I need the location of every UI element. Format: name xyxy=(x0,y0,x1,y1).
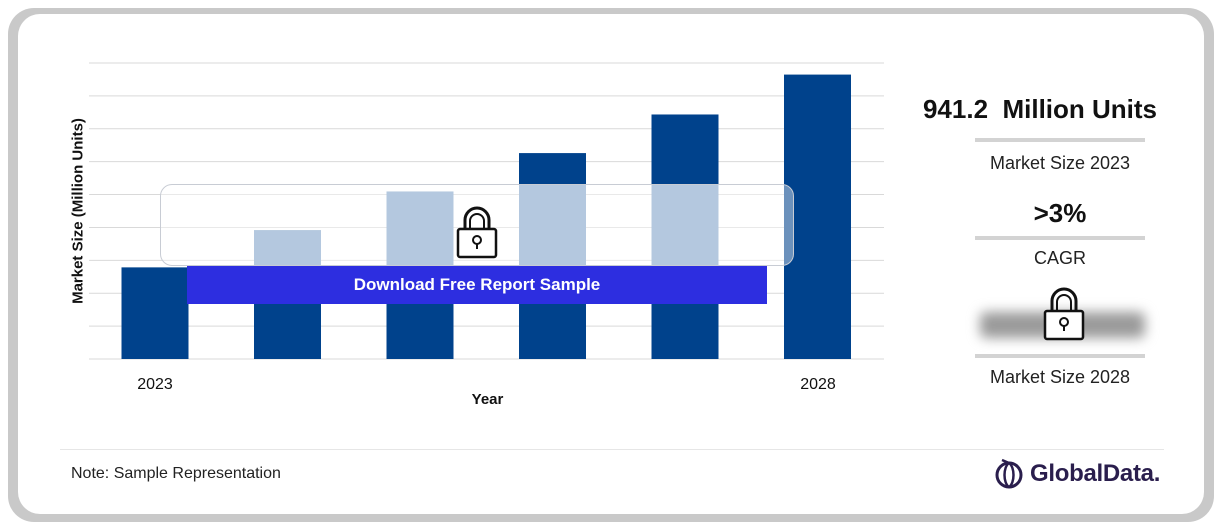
bar-2028 xyxy=(784,74,851,359)
footer-note: Note: Sample Representation xyxy=(71,465,281,482)
download-sample-button[interactable]: Download Free Report Sample xyxy=(187,266,767,304)
cagr-label: CAGR xyxy=(1033,248,1086,268)
globaldata-brand[interactable]: GlobalData. xyxy=(994,458,1160,490)
market-size-label: Market Size 2023 xyxy=(989,153,1131,173)
market-size-2028-label: Market Size 2028 xyxy=(989,367,1131,387)
divider-rule xyxy=(975,354,1145,358)
lock-icon xyxy=(1043,287,1085,341)
footer-divider xyxy=(60,449,1164,450)
divider-rule xyxy=(975,236,1145,240)
x-axis-label: Year xyxy=(471,391,504,408)
globaldata-logo-icon xyxy=(995,458,1023,489)
bar-2023 xyxy=(121,267,189,359)
bar-overlay-tint xyxy=(651,184,719,266)
divider-rule xyxy=(975,138,1145,142)
x-tick-2023: 2023 xyxy=(137,376,173,393)
market-size-value: 941.2 Million Units xyxy=(922,94,1158,124)
lock-icon xyxy=(456,206,498,259)
brand-name: GlobalData. xyxy=(1030,460,1161,487)
bar-overlay-tint xyxy=(519,184,586,266)
bars xyxy=(121,74,851,359)
bar-overlay-tint xyxy=(254,230,321,266)
report-card xyxy=(18,14,1204,514)
y-axis-label-text: Market Size (Million Units) xyxy=(69,118,87,304)
bar-overlay-tint xyxy=(386,191,454,266)
x-tick-2028: 2028 xyxy=(800,376,836,393)
cagr-value: >3% xyxy=(1033,198,1087,228)
